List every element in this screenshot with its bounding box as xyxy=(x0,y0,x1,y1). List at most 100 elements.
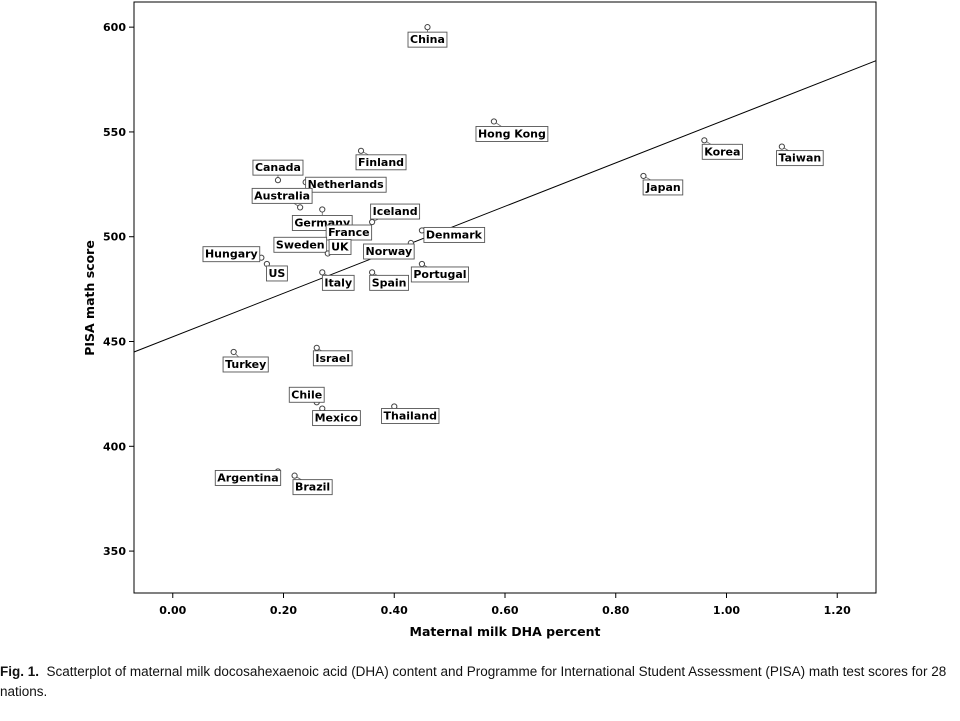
data-point: Turkey xyxy=(222,348,269,373)
point-label-box xyxy=(475,126,549,142)
data-point: Brazil xyxy=(291,472,333,496)
scatter-chart: 350 400 450 500 550 600 0.00 0.20 0.40 0.60 0.80 1… xyxy=(82,1,877,639)
point-label: Hungary xyxy=(205,248,258,261)
point-label: Australia xyxy=(254,189,310,202)
point-marker xyxy=(369,269,376,276)
x-tick-label: 0.20 xyxy=(270,604,297,617)
point-label-box xyxy=(381,408,440,424)
point-label: Finland xyxy=(358,156,404,169)
point-label-box xyxy=(776,150,824,167)
point-label: Taiwan xyxy=(779,152,822,165)
y-tick-label: 500 xyxy=(103,231,126,244)
figure-number: Fig. 1. xyxy=(0,664,40,679)
data-point: Denmark xyxy=(418,226,486,243)
point-marker xyxy=(490,118,498,125)
point-label: Turkey xyxy=(225,358,266,371)
data-point: Norway xyxy=(363,239,415,260)
y-axis-ticks: 350 400 450 500 550 600 xyxy=(103,21,134,558)
point-label: Japan xyxy=(645,181,681,194)
data-point: Spain xyxy=(369,269,409,291)
point-marker xyxy=(319,206,326,213)
point-label-box xyxy=(321,274,355,291)
x-tick-label: 1.20 xyxy=(824,604,851,617)
data-point: Chile xyxy=(288,386,325,406)
x-tick-label: 0.00 xyxy=(159,604,186,617)
point-label: Portugal xyxy=(413,268,466,281)
point-label: Hong Kong xyxy=(478,127,546,140)
data-point: Iceland xyxy=(369,203,421,226)
data-point: China xyxy=(407,24,448,48)
point-marker xyxy=(319,269,326,276)
point-marker xyxy=(357,147,365,154)
point-label-box xyxy=(202,246,261,263)
point-label: Denmark xyxy=(426,228,483,241)
point-label-box xyxy=(642,179,684,196)
point-label: Sweden xyxy=(276,238,325,251)
point-label-box xyxy=(266,265,288,282)
data-point: Italy xyxy=(319,269,355,291)
data-point: Korea xyxy=(701,137,743,160)
y-tick-label: 350 xyxy=(103,545,126,558)
x-tick-label: 1.00 xyxy=(713,604,740,617)
x-tick-label: 0.40 xyxy=(381,604,408,617)
point-marker xyxy=(297,204,304,211)
point-label-box xyxy=(292,479,333,496)
point-label: Spain xyxy=(372,276,407,289)
point-label-box xyxy=(328,239,352,255)
x-tick-label: 0.60 xyxy=(491,604,518,617)
data-point: Canada xyxy=(252,159,304,184)
point-marker xyxy=(640,172,647,180)
data-point: Argentina xyxy=(214,468,282,486)
point-label-box xyxy=(312,350,353,367)
data-point: Australia xyxy=(251,187,313,211)
point-label: Thailand xyxy=(384,409,437,422)
x-tick-label: 0.80 xyxy=(602,604,629,617)
point-label-box xyxy=(288,386,325,403)
x-axis-title: Maternal milk DHA percent xyxy=(410,624,601,639)
point-label-box xyxy=(251,187,313,204)
point-label-box xyxy=(312,410,361,427)
point-label-box xyxy=(222,356,269,373)
point-label: Chile xyxy=(291,388,322,401)
point-label-box xyxy=(369,274,409,291)
point-label: Norway xyxy=(366,245,413,258)
point-label-box xyxy=(363,243,415,260)
data-points: China Hong Kong Korea Taiwan Finland Japan Can… xyxy=(202,24,824,496)
point-label-box xyxy=(701,143,743,160)
data-point: Thailand xyxy=(381,403,440,424)
data-point: Mexico xyxy=(312,405,361,427)
point-label: Iceland xyxy=(373,205,418,218)
point-label-box xyxy=(410,266,469,283)
data-point: Hungary xyxy=(202,246,265,263)
point-label: Brazil xyxy=(295,481,330,494)
point-marker xyxy=(274,177,282,184)
point-label: Mexico xyxy=(315,412,359,425)
data-point: Sweden xyxy=(273,236,328,253)
data-point: Israel xyxy=(312,344,353,367)
point-marker xyxy=(369,218,376,226)
point-marker xyxy=(418,260,426,268)
data-point: France xyxy=(325,224,373,247)
point-label: Israel xyxy=(315,352,350,365)
point-label: Netherlands xyxy=(308,178,385,191)
point-label: UK xyxy=(331,240,349,253)
point-marker xyxy=(291,472,298,479)
data-point: Japan xyxy=(640,172,684,196)
point-label: Korea xyxy=(704,145,740,158)
point-label: China xyxy=(410,33,445,46)
data-point: UK xyxy=(324,239,352,257)
data-point: Netherlands xyxy=(302,176,387,193)
data-point: US xyxy=(263,260,288,282)
y-tick-label: 400 xyxy=(103,440,126,453)
y-tick-label: 450 xyxy=(103,336,126,349)
point-label-box xyxy=(355,154,407,171)
point-label-box xyxy=(273,236,328,253)
data-point: Hong Kong xyxy=(475,118,549,142)
point-label: US xyxy=(268,267,285,280)
figure-caption: Fig. 1. Scatterplot of maternal milk doc… xyxy=(0,662,958,702)
point-marker xyxy=(230,348,237,356)
point-label: Argentina xyxy=(217,471,278,484)
point-label-box xyxy=(252,159,304,176)
point-marker xyxy=(424,24,431,31)
point-label: Canada xyxy=(255,161,301,174)
